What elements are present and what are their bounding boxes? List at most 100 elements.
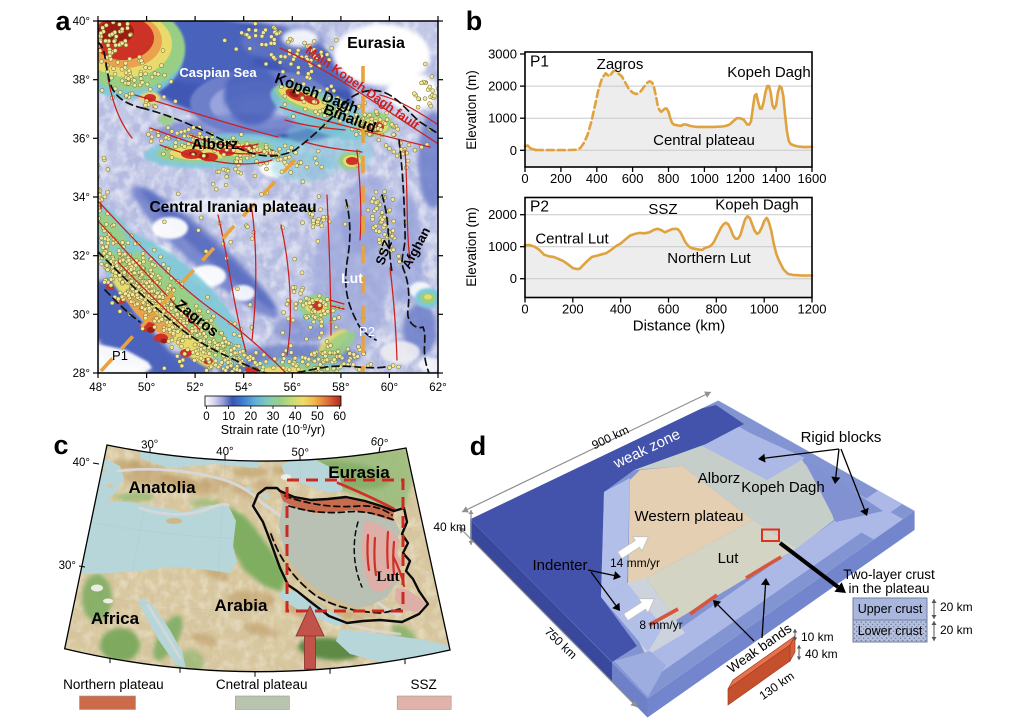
svg-text:Lut: Lut	[718, 550, 740, 567]
svg-text:38°: 38°	[73, 75, 90, 87]
svg-text:Distance (km): Distance (km)	[633, 318, 726, 335]
svg-text:Rigid blocks: Rigid blocks	[801, 429, 882, 446]
svg-text:40°: 40°	[73, 457, 90, 469]
svg-text:d: d	[470, 431, 487, 461]
svg-text:200: 200	[550, 171, 572, 186]
svg-text:Alborz: Alborz	[192, 136, 239, 153]
svg-text:SSZ: SSZ	[648, 201, 677, 218]
svg-text:P2: P2	[530, 199, 549, 216]
svg-text:Central Iranian plateau: Central Iranian plateau	[149, 199, 316, 216]
svg-text:P1: P1	[530, 54, 549, 71]
svg-text:8 mm/yr: 8 mm/yr	[639, 618, 682, 632]
svg-text:14 mm/yr: 14 mm/yr	[610, 556, 660, 570]
svg-text:in the plateau: in the plateau	[848, 581, 929, 596]
svg-text:1200: 1200	[726, 171, 755, 186]
svg-text:40°: 40°	[73, 16, 90, 28]
svg-text:50°: 50°	[291, 447, 309, 460]
svg-text:0: 0	[203, 411, 209, 423]
svg-text:1000: 1000	[488, 111, 517, 126]
svg-text:Northern plateau: Northern plateau	[63, 677, 164, 692]
svg-text:b: b	[466, 6, 483, 36]
svg-text:Eurasia: Eurasia	[347, 35, 405, 52]
svg-text:30°: 30°	[73, 309, 90, 321]
svg-text:62°: 62°	[429, 382, 446, 394]
svg-text:56°: 56°	[284, 382, 301, 394]
svg-text:Upper crust: Upper crust	[858, 602, 923, 616]
svg-text:1200: 1200	[798, 302, 827, 317]
svg-text:Kopeh Dagh: Kopeh Dagh	[715, 197, 798, 214]
svg-text:200: 200	[562, 302, 584, 317]
svg-text:Cnetral plateau: Cnetral plateau	[216, 677, 308, 692]
svg-text:10: 10	[222, 411, 235, 423]
svg-text:1000: 1000	[488, 239, 517, 254]
svg-text:60°: 60°	[370, 436, 389, 450]
svg-text:10 km: 10 km	[801, 630, 834, 644]
svg-text:Kopeh Dagh: Kopeh Dagh	[727, 64, 810, 81]
svg-text:32°: 32°	[73, 251, 90, 263]
svg-text:3000: 3000	[488, 47, 517, 62]
svg-text:Caspian Sea: Caspian Sea	[179, 65, 257, 80]
svg-text:52°: 52°	[186, 382, 203, 394]
svg-text:600: 600	[658, 302, 680, 317]
svg-text:a: a	[55, 6, 71, 36]
svg-text:Elevation (m): Elevation (m)	[464, 207, 479, 287]
svg-text:Central Lut: Central Lut	[535, 231, 609, 248]
svg-text:20 km: 20 km	[940, 600, 973, 614]
svg-text:Northern Lut: Northern Lut	[667, 250, 751, 267]
svg-text:Kopeh Dagh: Kopeh Dagh	[741, 479, 824, 496]
svg-text:Lower crust: Lower crust	[858, 624, 923, 638]
svg-text:30°: 30°	[141, 438, 159, 451]
svg-text:0: 0	[521, 302, 528, 317]
svg-text:Indenter: Indenter	[532, 557, 587, 574]
svg-text:28°: 28°	[73, 368, 90, 380]
svg-text:c: c	[53, 430, 68, 460]
svg-text:54°: 54°	[235, 382, 252, 394]
svg-text:Strain rate (10-9/yr): Strain rate (10-9/yr)	[221, 423, 325, 437]
svg-text:Africa: Africa	[91, 609, 140, 628]
svg-text:Zagros: Zagros	[597, 56, 644, 73]
svg-text:50: 50	[311, 411, 324, 423]
svg-text:Alborz: Alborz	[698, 470, 741, 487]
svg-text:50°: 50°	[138, 382, 155, 394]
svg-text:2000: 2000	[488, 207, 517, 222]
svg-text:Arabia: Arabia	[215, 596, 268, 615]
svg-text:SSZ: SSZ	[410, 677, 436, 692]
svg-text:1600: 1600	[798, 171, 827, 186]
svg-text:1000: 1000	[690, 171, 719, 186]
svg-text:36°: 36°	[73, 133, 90, 145]
svg-text:2000: 2000	[488, 79, 517, 94]
svg-text:800: 800	[705, 302, 727, 317]
svg-text:800: 800	[658, 171, 680, 186]
svg-text:20: 20	[244, 411, 257, 423]
svg-text:0: 0	[510, 271, 517, 286]
svg-text:40 km: 40 km	[805, 647, 838, 661]
svg-text:Anatolia: Anatolia	[128, 478, 196, 497]
svg-text:Eurasia: Eurasia	[328, 463, 390, 482]
svg-text:Central plateau: Central plateau	[653, 132, 755, 149]
svg-text:48°: 48°	[89, 382, 106, 394]
svg-text:Lut: Lut	[341, 270, 363, 286]
svg-text:400: 400	[586, 171, 608, 186]
svg-text:60°: 60°	[381, 382, 398, 394]
svg-text:1400: 1400	[762, 171, 791, 186]
svg-text:Western plateau: Western plateau	[635, 508, 744, 525]
svg-text:1000: 1000	[750, 302, 779, 317]
svg-text:Lut: Lut	[376, 569, 399, 585]
svg-text:40: 40	[289, 411, 302, 423]
svg-text:P1: P1	[112, 348, 128, 363]
svg-text:40 km: 40 km	[433, 520, 466, 534]
svg-text:0: 0	[510, 143, 517, 158]
svg-text:30°: 30°	[59, 560, 76, 572]
svg-text:Elevation (m): Elevation (m)	[464, 70, 479, 150]
svg-text:20 km: 20 km	[940, 623, 973, 637]
svg-text:600: 600	[622, 171, 644, 186]
svg-text:Two-layer crust: Two-layer crust	[843, 567, 935, 582]
svg-text:60: 60	[333, 411, 346, 423]
svg-text:40°: 40°	[216, 446, 234, 458]
svg-text:400: 400	[610, 302, 632, 317]
svg-text:0: 0	[521, 171, 528, 186]
svg-text:58°: 58°	[332, 382, 349, 394]
svg-text:34°: 34°	[73, 192, 90, 204]
svg-text:30: 30	[267, 411, 280, 423]
svg-text:P2: P2	[359, 324, 375, 339]
